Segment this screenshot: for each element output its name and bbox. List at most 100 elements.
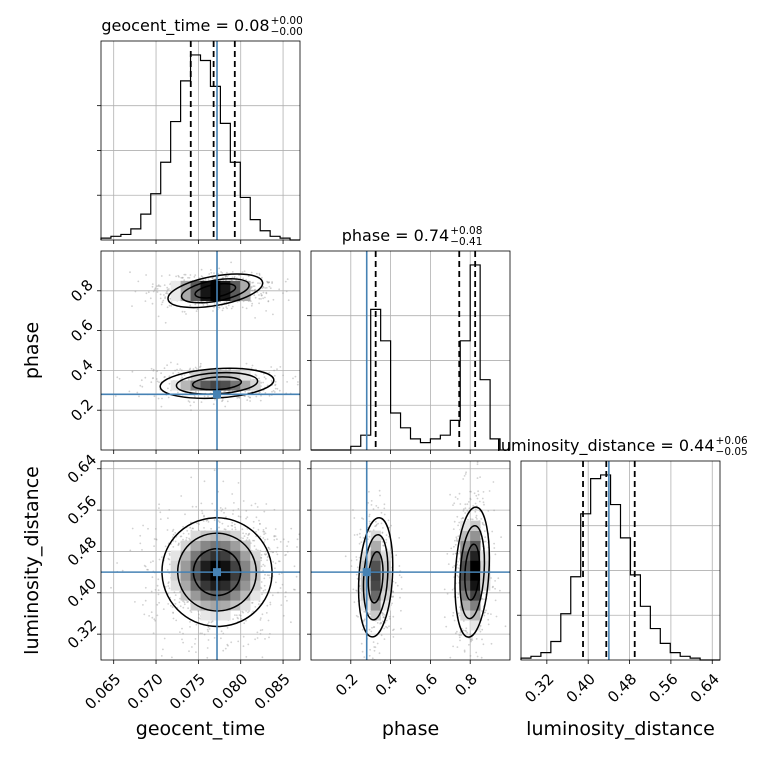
sample-point bbox=[220, 510, 223, 512]
sample-point bbox=[251, 601, 254, 604]
density-cell bbox=[240, 290, 251, 302]
sample-point bbox=[210, 621, 213, 624]
sample-point bbox=[251, 289, 254, 292]
sample-point bbox=[269, 633, 271, 635]
sample-point bbox=[153, 538, 156, 540]
sample-point bbox=[490, 577, 492, 579]
sample-point bbox=[163, 637, 166, 640]
contour-line bbox=[161, 517, 273, 628]
x-tick-label: 0.56 bbox=[645, 670, 681, 706]
sample-point bbox=[151, 576, 154, 579]
sample-point bbox=[145, 292, 148, 295]
sample-point bbox=[157, 578, 160, 581]
sample-point bbox=[221, 400, 223, 403]
sample-point bbox=[452, 528, 455, 530]
density-cell bbox=[370, 550, 381, 561]
sample-point bbox=[244, 390, 247, 393]
sample-point bbox=[201, 512, 204, 515]
sample-point bbox=[157, 593, 160, 596]
sample-point bbox=[213, 637, 216, 639]
sample-point bbox=[462, 517, 464, 519]
sample-point bbox=[467, 518, 469, 521]
sample-point bbox=[213, 303, 216, 306]
sample-point bbox=[368, 530, 371, 533]
density-cell bbox=[240, 590, 251, 601]
density-cell bbox=[190, 530, 201, 541]
sample-point bbox=[161, 397, 163, 400]
sample-point bbox=[463, 649, 466, 652]
sample-point bbox=[374, 525, 376, 528]
sample-point bbox=[151, 302, 154, 305]
sample-point bbox=[267, 547, 270, 549]
sample-point bbox=[252, 281, 255, 284]
sample-point bbox=[208, 628, 211, 630]
title-errors: +0.00−0.00 bbox=[271, 15, 303, 38]
sample-point bbox=[493, 547, 496, 549]
density-cell bbox=[190, 540, 201, 551]
sample-point bbox=[447, 563, 450, 565]
sample-point bbox=[383, 507, 386, 510]
sample-point bbox=[390, 524, 392, 527]
sample-point bbox=[475, 651, 478, 654]
sample-point bbox=[454, 496, 457, 498]
sample-point bbox=[188, 277, 191, 279]
sample-point bbox=[152, 632, 155, 635]
sample-point bbox=[183, 279, 186, 282]
sample-point bbox=[285, 591, 287, 594]
sample-point bbox=[236, 300, 239, 303]
sample-point bbox=[268, 285, 271, 288]
sample-point bbox=[273, 539, 276, 541]
sample-point bbox=[252, 289, 254, 292]
sample-point bbox=[249, 396, 251, 399]
sample-point bbox=[246, 537, 249, 539]
sample-point bbox=[187, 600, 190, 603]
sample-point bbox=[221, 399, 224, 402]
sample-point bbox=[396, 584, 399, 587]
sample-point bbox=[445, 625, 448, 628]
sample-point bbox=[394, 581, 397, 584]
sample-point bbox=[381, 531, 384, 534]
sample-point bbox=[230, 641, 233, 644]
sample-point bbox=[455, 539, 458, 542]
hist-panel-geocent_time: geocent_time = 0.08 +0.00−0.00 bbox=[97, 15, 303, 244]
x-tick-label: 0.075 bbox=[166, 670, 209, 713]
sample-point bbox=[213, 469, 216, 472]
density-cell bbox=[460, 520, 471, 531]
sample-point bbox=[451, 588, 454, 591]
sample-point bbox=[490, 642, 493, 645]
sample-point bbox=[173, 599, 176, 601]
sample-point bbox=[356, 577, 359, 580]
sample-point bbox=[272, 389, 275, 392]
sample-point bbox=[247, 533, 250, 536]
density-cell bbox=[230, 550, 241, 561]
contour-line bbox=[362, 533, 389, 621]
y-axis-label-luminosity_distance: luminosity_distance bbox=[21, 466, 43, 655]
sample-point bbox=[452, 645, 454, 648]
sample-point bbox=[473, 492, 476, 495]
sample-point bbox=[188, 537, 191, 540]
sample-point bbox=[245, 510, 248, 512]
density-cell bbox=[470, 620, 481, 631]
sample-point bbox=[381, 614, 384, 616]
sample-point bbox=[464, 512, 467, 514]
sample-point bbox=[229, 368, 232, 371]
sample-point bbox=[379, 494, 381, 497]
sample-point bbox=[208, 621, 210, 623]
sample-point bbox=[469, 633, 471, 636]
sample-point bbox=[239, 614, 242, 617]
sample-point bbox=[181, 638, 183, 641]
sample-point bbox=[168, 554, 171, 556]
sample-point bbox=[378, 489, 381, 492]
sample-point bbox=[168, 509, 171, 511]
density-cell bbox=[240, 560, 251, 571]
sample-point bbox=[262, 372, 265, 375]
sample-point bbox=[252, 539, 254, 542]
sample-point bbox=[174, 369, 177, 372]
title-errors: +0.06−0.05 bbox=[716, 435, 748, 458]
sample-point bbox=[305, 545, 307, 547]
sample-point bbox=[114, 395, 117, 397]
sample-point bbox=[490, 613, 492, 615]
sample-point bbox=[268, 636, 270, 639]
title-lower-error: −0.05 bbox=[716, 446, 748, 458]
sample-point bbox=[270, 550, 272, 553]
